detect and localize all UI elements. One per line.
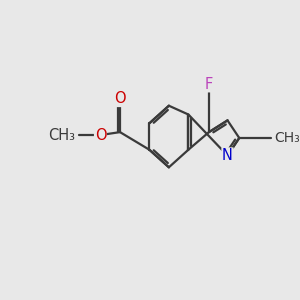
Text: O: O xyxy=(95,128,106,142)
Text: CH₃: CH₃ xyxy=(48,128,75,142)
Text: O: O xyxy=(114,92,126,106)
Text: N: N xyxy=(222,148,233,163)
Text: F: F xyxy=(205,77,213,92)
Text: CH₃: CH₃ xyxy=(274,131,300,145)
